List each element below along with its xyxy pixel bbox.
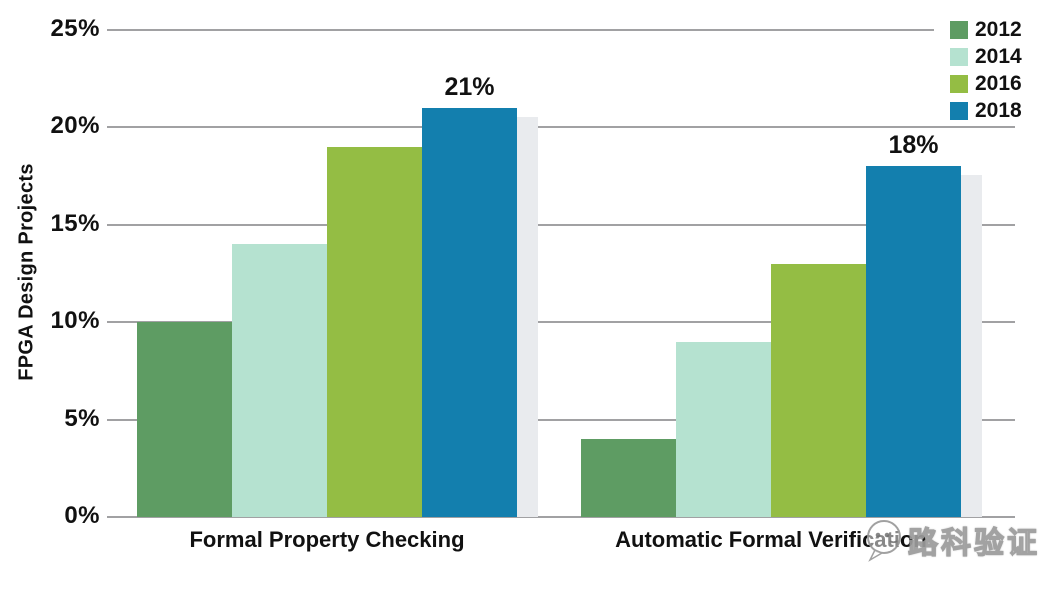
bar-value-label: 18% — [888, 131, 939, 160]
bar-2014-automatic-formal-verification — [676, 341, 771, 517]
y-tick-label: 0% — [64, 502, 100, 529]
gridline-25% — [107, 29, 935, 31]
y-tick-label: 25% — [50, 15, 100, 42]
y-tick-label: 10% — [50, 307, 100, 335]
legend-label: 2016 — [975, 72, 1022, 95]
bar-2018-formal-property-checking — [422, 107, 517, 517]
legend-item-2014: 2014 — [934, 43, 1050, 70]
legend-label: 2018 — [975, 99, 1022, 122]
legend-label: 2012 — [975, 18, 1022, 41]
bar-2016-automatic-formal-verification — [771, 263, 866, 517]
legend-swatch-icon — [950, 47, 968, 66]
gridline-5% — [107, 418, 1015, 421]
y-tick-label: 20% — [50, 112, 100, 140]
bar-2012-formal-property-checking — [137, 322, 232, 517]
legend-label: 2014 — [975, 45, 1022, 68]
legend-item-2016: 2016 — [934, 70, 1050, 97]
bar-2014-formal-property-checking — [232, 244, 327, 517]
gridline-20% — [107, 126, 1015, 129]
legend-item-2012: 2012 — [934, 16, 1050, 43]
legend: 2012 2014 2016 2018 — [934, 6, 1050, 126]
legend-item-2018: 2018 — [934, 97, 1050, 124]
gridline-15% — [107, 223, 1015, 226]
y-tick-label: 5% — [64, 404, 100, 432]
y-tick-label: 15% — [50, 209, 100, 237]
chat-bubble-face-icon — [867, 520, 901, 562]
bar-2018-automatic-formal-verification — [866, 166, 961, 517]
category-label: Formal Property Checking — [189, 527, 465, 552]
legend-swatch-icon — [950, 101, 968, 120]
watermark-text: 路科验证 — [907, 526, 1040, 560]
bar-2012-automatic-formal-verification — [581, 439, 676, 517]
watermark: 路科验证 — [864, 516, 1040, 564]
y-axis-title: FPGA Design Projects — [15, 163, 38, 381]
legend-swatch-icon — [950, 20, 968, 39]
bar-value-label: 21% — [444, 72, 495, 101]
gridline-10% — [107, 321, 1015, 324]
gridline-0% — [107, 516, 1015, 518]
bar-2016-formal-property-checking — [327, 146, 422, 517]
legend-swatch-icon — [950, 74, 968, 93]
